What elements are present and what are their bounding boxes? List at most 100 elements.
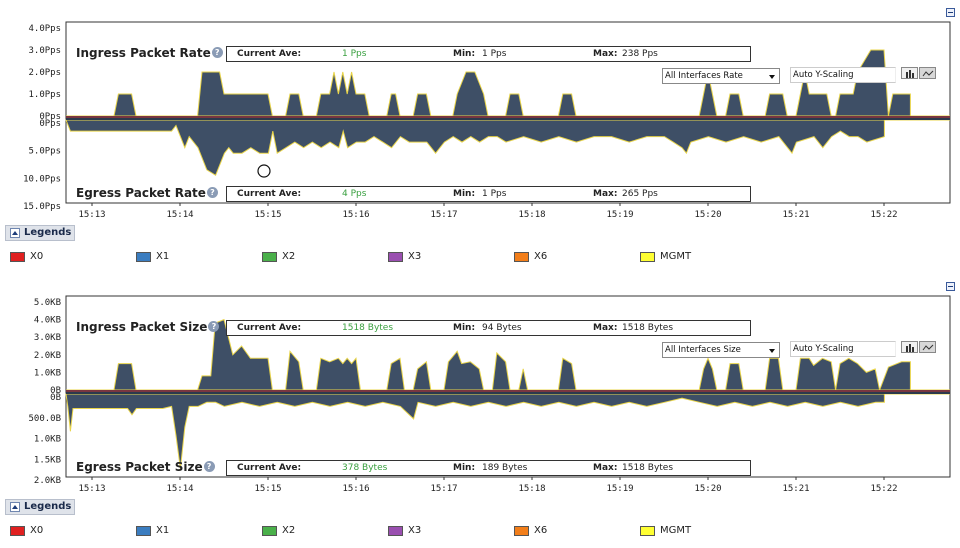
egress-area — [65, 393, 950, 469]
legend-swatch — [514, 526, 529, 536]
chevron-up-icon — [10, 228, 20, 238]
y-tick-label: 2.0Pps — [28, 68, 61, 78]
zero-band — [66, 390, 950, 394]
y-scaling-field[interactable]: Auto Y-Scaling — [790, 67, 896, 83]
y-tick-label: 2.0KB — [34, 476, 61, 486]
legends-toggle-button[interactable]: Legends — [5, 225, 75, 241]
help-icon[interactable]: ? — [203, 461, 215, 472]
stat-value: 4 Pps — [342, 189, 367, 199]
help-icon[interactable]: ? — [208, 321, 220, 332]
egress-stats-box: Current Ave: 4 Pps Min: 1 Pps Max: 265 P… — [226, 186, 751, 202]
stat-value: 1 Pps — [482, 189, 507, 199]
legend-swatch — [388, 252, 403, 262]
legend-swatch — [640, 526, 655, 536]
chart-type-toggle — [901, 67, 937, 79]
mouse-cursor-icon — [257, 164, 271, 178]
ingress-area — [66, 318, 950, 392]
y-tick-label: 0B — [50, 393, 61, 403]
y-tick-label: 3.0Pps — [28, 46, 61, 56]
x-tick-label: 15:13 — [78, 210, 105, 220]
collapse-panel-button[interactable] — [946, 282, 955, 291]
help-icon[interactable]: ? — [206, 187, 218, 198]
x-tick-label: 15:21 — [782, 210, 809, 220]
x-tick-label: 15:17 — [430, 210, 457, 220]
x-tick-label: 15:15 — [254, 210, 281, 220]
stat-label: Max: — [593, 189, 618, 199]
legend-swatch — [262, 252, 277, 262]
help-icon[interactable]: ? — [211, 47, 223, 58]
legend-swatch — [136, 526, 151, 536]
line-chart-icon — [922, 344, 934, 351]
stat-label: Max: — [593, 49, 618, 59]
stat-value: 378 Bytes — [342, 463, 388, 473]
stat-value: 94 Bytes — [482, 323, 522, 333]
y-tick-label: 0Pps — [39, 119, 61, 129]
legend-swatch — [640, 252, 655, 262]
ingress-stats-box: Current Ave: 1518 Bytes Min: 94 Bytes Ma… — [226, 320, 751, 336]
x-tick-label: 15:20 — [694, 484, 721, 494]
stat-label: Current Ave: — [237, 189, 302, 199]
legend-swatch — [388, 526, 403, 536]
line-chart-button[interactable] — [919, 341, 936, 353]
x-tick-label: 15:17 — [430, 484, 457, 494]
stat-label: Max: — [593, 323, 618, 333]
egress-area — [65, 119, 950, 177]
x-tick-label: 15:21 — [782, 484, 809, 494]
y-tick-label: 0Pps — [39, 112, 61, 122]
legend-swatch — [262, 526, 277, 536]
stat-value: 1 Pps — [482, 49, 507, 59]
x-tick-label: 15:19 — [606, 210, 633, 220]
y-tick-label: 4.0KB — [34, 316, 61, 326]
chevron-down-icon — [769, 349, 775, 353]
stat-label: Min: — [453, 49, 476, 59]
ingress-chart-title: Ingress Packet Size? — [76, 320, 220, 334]
y-tick-label: 1.5KB — [34, 455, 61, 465]
legend-swatch — [514, 252, 529, 262]
stat-label: Current Ave: — [237, 49, 302, 59]
y-tick-label: 10.0Pps — [23, 174, 61, 184]
y-tick-label: 1.0KB — [34, 368, 61, 378]
chevron-up-icon — [10, 502, 20, 512]
x-tick-label: 15:18 — [518, 210, 545, 220]
ingress-chart-title: Ingress Packet Rate? — [76, 46, 223, 60]
egress-chart-title: Egress Packet Rate? — [76, 186, 218, 200]
x-tick-label: 15:15 — [254, 484, 281, 494]
stat-label: Max: — [593, 463, 618, 473]
x-tick-label: 15:22 — [870, 484, 897, 494]
line-chart-button[interactable] — [919, 67, 936, 79]
interface-select[interactable]: All Interfaces Size — [662, 342, 780, 358]
legend-swatch — [10, 252, 25, 262]
x-tick-label: 15:14 — [166, 210, 193, 220]
x-tick-label: 15:22 — [870, 210, 897, 220]
stat-value: 1518 Bytes — [622, 323, 674, 333]
y-tick-label: 0B — [50, 386, 61, 396]
x-tick-label: 15:20 — [694, 210, 721, 220]
stat-label: Min: — [453, 463, 476, 473]
stat-value: 238 Pps — [622, 49, 658, 59]
y-tick-label: 2.0KB — [34, 351, 61, 361]
x-tick-label: 15:16 — [342, 484, 369, 494]
legends-toggle-button[interactable]: Legends — [5, 499, 75, 515]
y-tick-label: 5.0KB — [34, 298, 61, 308]
bar-chart-button[interactable] — [901, 67, 918, 79]
ingress-area — [66, 49, 950, 117]
bar-chart-button[interactable] — [901, 341, 918, 353]
stat-value: 1518 Bytes — [622, 463, 674, 473]
y-tick-label: 1.0Pps — [28, 90, 61, 100]
stat-value: 1 Pps — [342, 49, 367, 59]
ingress-stats-box: Current Ave: 1 Pps Min: 1 Pps Max: 238 P… — [226, 46, 751, 62]
stat-value: 265 Pps — [622, 189, 658, 199]
packet-size-panel: 5.0KB 4.0KB 3.0KB 2.0KB 1.0KB 0B 0B 500.0B 1.0KB… — [0, 274, 960, 548]
x-tick-label: 15:13 — [78, 484, 105, 494]
x-tick-label: 15:18 — [518, 484, 545, 494]
chart-type-toggle — [901, 341, 937, 353]
bar-chart-icon — [906, 344, 914, 352]
line-chart-icon — [922, 70, 934, 77]
interface-select[interactable]: All Interfaces Rate — [662, 68, 780, 84]
stat-value: 189 Bytes — [482, 463, 528, 473]
collapse-panel-button[interactable] — [946, 8, 955, 17]
x-tick-label: 15:19 — [606, 484, 633, 494]
y-tick-label: 4.0Pps — [28, 24, 61, 34]
y-scaling-field[interactable]: Auto Y-Scaling — [790, 341, 896, 357]
y-tick-label: 5.0Pps — [28, 147, 61, 157]
